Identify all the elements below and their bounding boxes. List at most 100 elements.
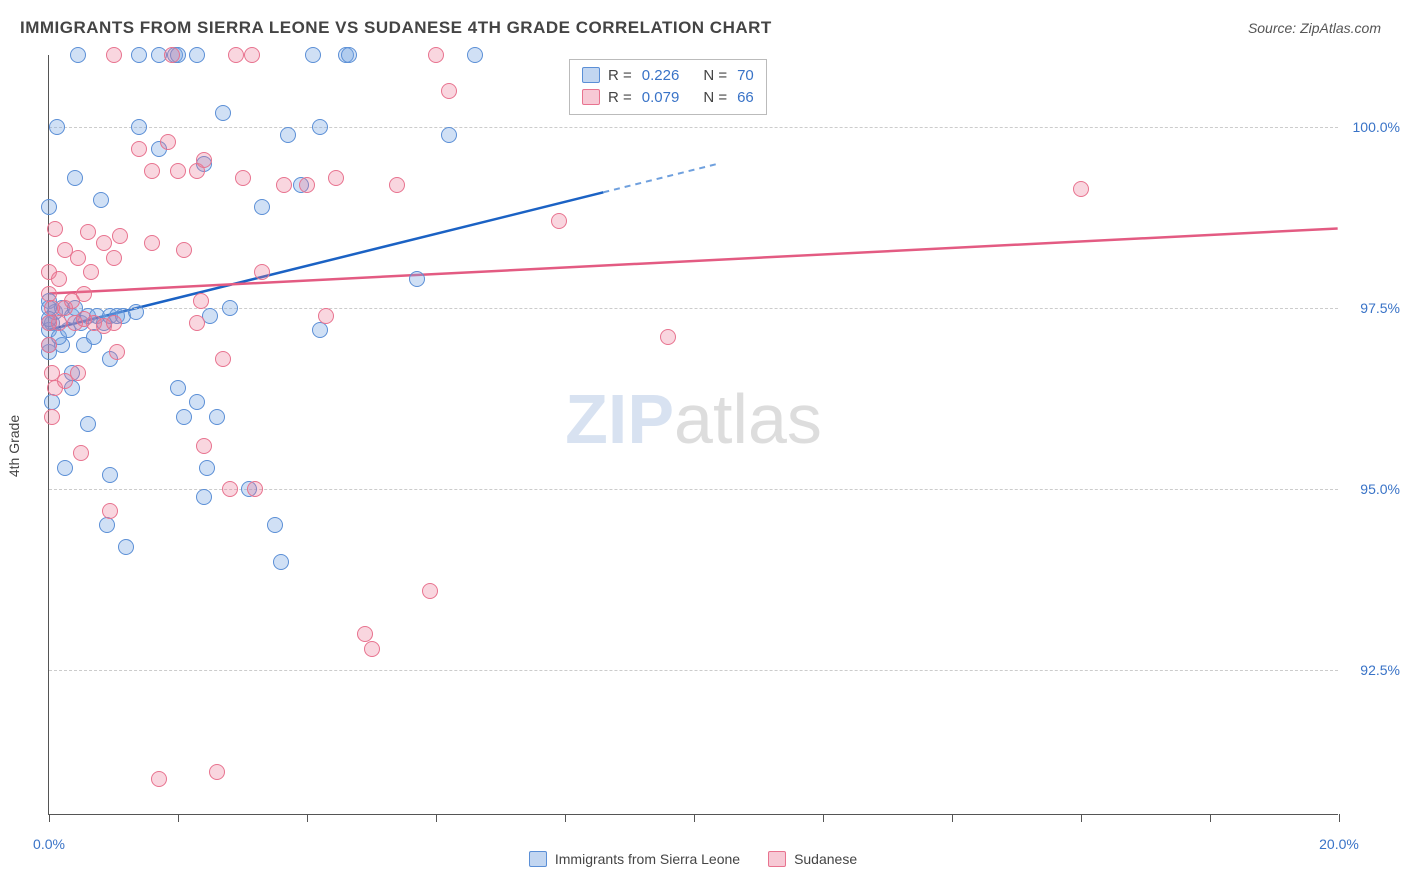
scatter-point	[209, 764, 225, 780]
scatter-point	[170, 163, 186, 179]
scatter-point	[441, 127, 457, 143]
scatter-point	[144, 235, 160, 251]
y-tick-label: 97.5%	[1360, 300, 1400, 316]
r-label: R =	[608, 89, 632, 106]
scatter-point	[228, 47, 244, 63]
scatter-point	[176, 409, 192, 425]
scatter-point	[170, 380, 186, 396]
scatter-point	[106, 47, 122, 63]
scatter-point	[70, 47, 86, 63]
x-tick	[565, 814, 566, 822]
scatter-point	[41, 337, 57, 353]
legend-swatch	[529, 851, 547, 867]
legend-item: Immigrants from Sierra Leone	[529, 851, 740, 867]
x-tick-label: 0.0%	[33, 836, 65, 852]
scatter-point	[341, 47, 357, 63]
scatter-point	[235, 170, 251, 186]
scatter-point	[160, 134, 176, 150]
n-label: N =	[703, 67, 727, 84]
y-axis-label: 4th Grade	[6, 415, 22, 477]
gridline	[49, 308, 1338, 309]
scatter-point	[1073, 181, 1089, 197]
scatter-point	[199, 460, 215, 476]
source-label: Source: ZipAtlas.com	[1248, 20, 1381, 36]
legend-item: Sudanese	[768, 851, 857, 867]
scatter-point	[467, 47, 483, 63]
scatter-point	[41, 286, 57, 302]
scatter-point	[441, 83, 457, 99]
scatter-point	[41, 315, 57, 331]
scatter-point	[312, 119, 328, 135]
scatter-point	[128, 304, 144, 320]
y-tick-label: 92.5%	[1360, 662, 1400, 678]
scatter-point	[215, 351, 231, 367]
scatter-point	[67, 170, 83, 186]
x-tick-label: 20.0%	[1319, 836, 1359, 852]
legend-stat-row: R = 0.079 N = 66	[582, 86, 754, 108]
legend-stat-row: R = 0.226 N = 70	[582, 64, 754, 86]
scatter-point	[80, 224, 96, 240]
scatter-point	[131, 47, 147, 63]
scatter-point	[102, 467, 118, 483]
scatter-point	[189, 315, 205, 331]
scatter-point	[312, 322, 328, 338]
x-tick	[307, 814, 308, 822]
x-tick	[1339, 814, 1340, 822]
legend-series: Immigrants from Sierra Leone Sudanese	[48, 851, 1338, 870]
scatter-point	[389, 177, 405, 193]
legend-label: Sudanese	[794, 851, 857, 867]
scatter-point	[280, 127, 296, 143]
scatter-point	[273, 554, 289, 570]
n-value: 66	[737, 89, 754, 106]
legend-swatch	[582, 89, 600, 105]
scatter-point	[76, 286, 92, 302]
trend-line	[49, 228, 1337, 293]
scatter-point	[83, 264, 99, 280]
trend-line-extrapolated	[603, 163, 719, 192]
scatter-point	[305, 47, 321, 63]
scatter-point	[44, 409, 60, 425]
x-tick	[694, 814, 695, 822]
x-tick	[178, 814, 179, 822]
scatter-point	[254, 264, 270, 280]
x-tick	[1210, 814, 1211, 822]
r-value: 0.226	[642, 67, 680, 84]
gridline	[49, 127, 1338, 128]
scatter-point	[422, 583, 438, 599]
trend-lines	[49, 55, 1338, 814]
scatter-point	[276, 177, 292, 193]
scatter-point	[144, 163, 160, 179]
r-label: R =	[608, 67, 632, 84]
scatter-point	[409, 271, 425, 287]
scatter-point	[551, 213, 567, 229]
scatter-point	[49, 119, 65, 135]
scatter-point	[164, 47, 180, 63]
scatter-point	[244, 47, 260, 63]
scatter-point	[47, 221, 63, 237]
x-tick	[436, 814, 437, 822]
scatter-point	[254, 199, 270, 215]
legend-stats: R = 0.226 N = 70 R = 0.079 N = 66	[569, 59, 767, 115]
gridline	[49, 670, 1338, 671]
scatter-point	[318, 308, 334, 324]
chart-title: IMMIGRANTS FROM SIERRA LEONE VS SUDANESE…	[20, 18, 772, 38]
x-tick	[952, 814, 953, 822]
scatter-point	[328, 170, 344, 186]
scatter-point	[196, 438, 212, 454]
scatter-point	[96, 235, 112, 251]
scatter-point	[80, 416, 96, 432]
scatter-point	[131, 119, 147, 135]
scatter-point	[51, 271, 67, 287]
scatter-point	[209, 409, 225, 425]
scatter-point	[41, 199, 57, 215]
scatter-point	[70, 365, 86, 381]
scatter-point	[193, 293, 209, 309]
x-tick	[823, 814, 824, 822]
legend-label: Immigrants from Sierra Leone	[555, 851, 740, 867]
scatter-point	[247, 481, 263, 497]
scatter-point	[267, 517, 283, 533]
scatter-point	[112, 228, 128, 244]
scatter-point	[93, 192, 109, 208]
scatter-point	[176, 242, 192, 258]
n-value: 70	[737, 67, 754, 84]
